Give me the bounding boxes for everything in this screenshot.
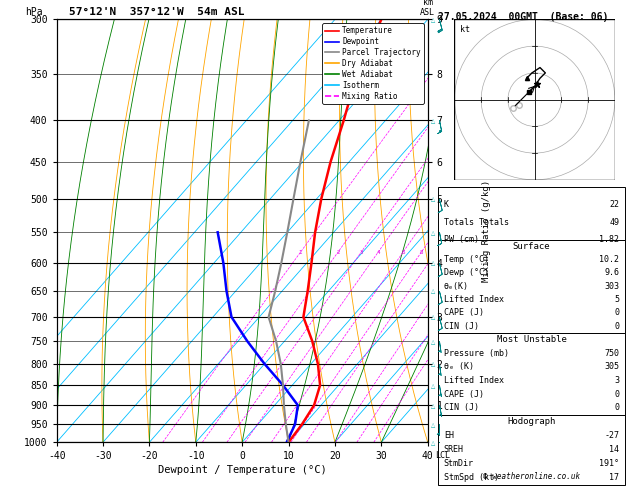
Text: 10.2: 10.2	[599, 255, 619, 264]
Text: Surface: Surface	[513, 242, 550, 251]
Text: 22: 22	[610, 200, 619, 209]
Text: △: △	[431, 339, 435, 344]
Text: 303: 303	[604, 282, 619, 291]
Text: hPa: hPa	[25, 7, 43, 17]
Text: △: △	[431, 118, 435, 123]
Text: △: △	[431, 422, 435, 427]
Text: 0: 0	[615, 403, 619, 412]
Text: Most Unstable: Most Unstable	[496, 335, 567, 345]
Text: 2: 2	[336, 250, 340, 255]
Text: Lifted Index: Lifted Index	[444, 295, 504, 304]
Text: Hodograph: Hodograph	[508, 417, 555, 426]
Text: θₑ(K): θₑ(K)	[444, 282, 469, 291]
Text: △: △	[431, 362, 435, 366]
Bar	[438, 333, 625, 415]
Text: 8: 8	[420, 250, 423, 255]
Text: CAPE (J): CAPE (J)	[444, 390, 484, 399]
Bar	[438, 187, 625, 240]
Text: 27.05.2024  00GMT  (Base: 06): 27.05.2024 00GMT (Base: 06)	[438, 12, 608, 22]
Text: θₑ (K): θₑ (K)	[444, 363, 474, 371]
Text: △: △	[431, 260, 435, 265]
Text: K: K	[444, 200, 448, 209]
Text: -27: -27	[604, 431, 619, 440]
Bar	[438, 240, 625, 333]
Text: kt: kt	[460, 25, 470, 34]
Text: Temp (°C): Temp (°C)	[444, 255, 489, 264]
Text: CIN (J): CIN (J)	[444, 322, 479, 331]
Text: LCL: LCL	[435, 451, 450, 460]
Y-axis label: Mixing Ratio (g/kg): Mixing Ratio (g/kg)	[482, 180, 491, 282]
Text: 17: 17	[610, 473, 619, 482]
Text: △: △	[431, 17, 435, 22]
Text: 750: 750	[604, 349, 619, 358]
Text: △: △	[431, 382, 435, 388]
Text: 14: 14	[610, 445, 619, 454]
Text: 0: 0	[615, 322, 619, 331]
Text: © weatheronline.co.uk: © weatheronline.co.uk	[483, 472, 580, 481]
Text: SREH: SREH	[444, 445, 464, 454]
Text: 3: 3	[615, 376, 619, 385]
X-axis label: Dewpoint / Temperature (°C): Dewpoint / Temperature (°C)	[158, 466, 326, 475]
Text: Pressure (mb): Pressure (mb)	[444, 349, 509, 358]
Text: 3: 3	[359, 250, 363, 255]
Text: CIN (J): CIN (J)	[444, 403, 479, 412]
Text: 5: 5	[615, 295, 619, 304]
Bar	[438, 415, 625, 485]
Text: StmDir: StmDir	[444, 459, 474, 468]
Text: 1.82: 1.82	[599, 235, 619, 244]
Text: 49: 49	[610, 218, 619, 226]
Text: Lifted Index: Lifted Index	[444, 376, 504, 385]
Text: 0: 0	[615, 390, 619, 399]
Text: km
ASL: km ASL	[420, 0, 435, 17]
Text: 9.6: 9.6	[604, 268, 619, 278]
Text: 0: 0	[615, 309, 619, 317]
Text: △: △	[431, 314, 435, 319]
Text: 57°12'N  357°12'W  54m ASL: 57°12'N 357°12'W 54m ASL	[69, 7, 245, 17]
Text: △: △	[431, 230, 435, 235]
Text: 6: 6	[401, 250, 404, 255]
Text: EH: EH	[444, 431, 454, 440]
Text: PW (cm): PW (cm)	[444, 235, 479, 244]
Text: CAPE (J): CAPE (J)	[444, 309, 484, 317]
Text: 191°: 191°	[599, 459, 619, 468]
Text: 1: 1	[299, 250, 302, 255]
Text: StmSpd (kt): StmSpd (kt)	[444, 473, 499, 482]
Text: △: △	[431, 403, 435, 408]
Text: Totals Totals: Totals Totals	[444, 218, 509, 226]
Text: △: △	[431, 289, 435, 294]
Text: Dewp (°C): Dewp (°C)	[444, 268, 489, 278]
Text: 305: 305	[604, 363, 619, 371]
Text: △: △	[431, 440, 435, 445]
Text: 4: 4	[376, 250, 380, 255]
Text: △: △	[431, 196, 435, 201]
Legend: Temperature, Dewpoint, Parcel Trajectory, Dry Adiabat, Wet Adiabat, Isotherm, Mi: Temperature, Dewpoint, Parcel Trajectory…	[322, 23, 424, 104]
